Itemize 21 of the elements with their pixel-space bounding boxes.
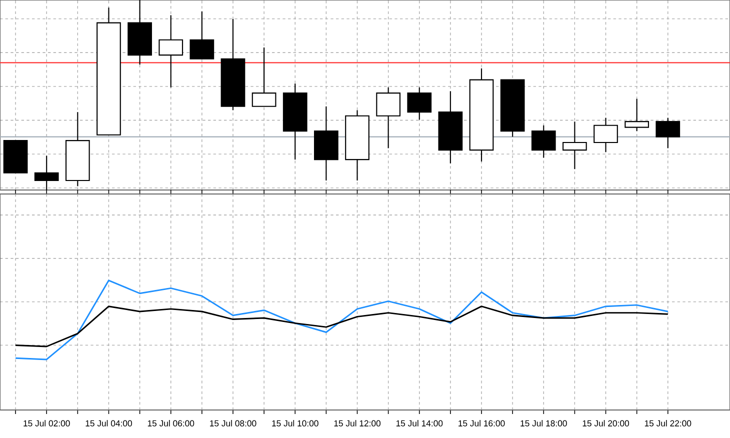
x-tick-label: 15 Jul 16:00 bbox=[458, 420, 505, 426]
candlestick bbox=[190, 10, 214, 60]
candlestick bbox=[376, 86, 400, 149]
x-tick-label: 15 Jul 18:00 bbox=[520, 420, 567, 426]
candlestick bbox=[531, 124, 556, 158]
candlestick bbox=[158, 14, 184, 88]
x-tick-label: 15 Jul 12:00 bbox=[334, 420, 380, 426]
x-tick-label: 15 Jul 02:00 bbox=[24, 420, 70, 426]
x-tick-label: 15 Jul 04:00 bbox=[86, 420, 132, 426]
x-tick-label: 15 Jul 20:00 bbox=[582, 420, 630, 426]
x-tick-label: 15 Jul 14:00 bbox=[396, 420, 443, 426]
x-tick-label: 15 Jul 08:00 bbox=[210, 420, 256, 426]
candlestick bbox=[252, 46, 276, 107]
candlestick bbox=[407, 86, 432, 120]
x-tick-label: 15 Jul 06:00 bbox=[148, 420, 194, 426]
candlestick bbox=[594, 117, 618, 153]
x-tick-label: 15 Jul 10:00 bbox=[272, 420, 318, 426]
x-tick-label: 15 Jul 22:00 bbox=[644, 420, 692, 426]
candlestick bbox=[656, 117, 680, 149]
candlestick bbox=[624, 98, 650, 132]
candlestick bbox=[562, 121, 587, 170]
